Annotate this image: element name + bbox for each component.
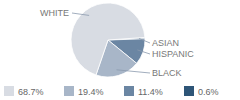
slice-label: WHITE (40, 8, 69, 18)
legend-swatch (64, 86, 74, 96)
legend-label: 0.6% (198, 87, 219, 97)
legend-swatch (184, 86, 194, 96)
slice-label: BLACK (152, 68, 182, 78)
leader-line (139, 38, 150, 43)
legend-swatch (124, 86, 134, 96)
legend-swatch (4, 86, 14, 96)
slice-label: HISPANIC (152, 49, 194, 59)
legend-label: 11.4% (138, 87, 163, 97)
slice-label: ASIAN (152, 38, 179, 48)
leader-line (137, 50, 150, 54)
chart-container: WHITE BLACK HISPANICASIAN 68.7% 19.4% 11.4% 0.… (0, 0, 240, 100)
legend-label: 68.7% (18, 87, 44, 97)
legend: 68.7% 19.4% 11.4% 0.6% (4, 86, 219, 97)
leader-line (72, 13, 89, 15)
legend-label: 19.4% (78, 87, 104, 97)
chart-svg: WHITE BLACK HISPANICASIAN 68.7% 19.4% 11.4% 0.… (0, 0, 240, 100)
pie-slice (71, 3, 145, 75)
leader-line (117, 70, 150, 73)
callouts: WHITE BLACK HISPANICASIAN (40, 8, 194, 78)
pie (71, 3, 145, 77)
